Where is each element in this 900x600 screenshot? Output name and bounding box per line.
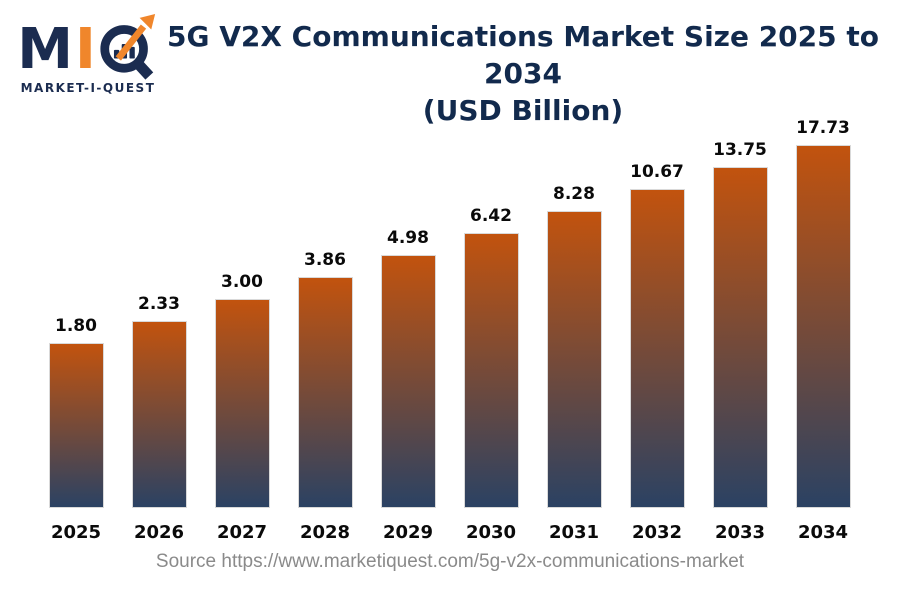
bar-value-label: 17.73 [796, 118, 850, 138]
bar-column-2027: 3.00 2027 [214, 272, 270, 543]
mini-bar-icon [129, 46, 135, 59]
chart-title-line2: (USD Billion) [422, 94, 624, 127]
company-logo: M I MARKET-I-QUEST [12, 8, 164, 95]
x-axis-label-2029: 2029 [382, 522, 434, 543]
source-attribution: Source https://www.marketiquest.com/5g-v… [155, 551, 745, 572]
bar-chart-plot-area: 1.80 2025 2.33 2026 3.00 2027 3.86 2028 4.98 2029… [48, 104, 851, 543]
bar-value-label: 1.80 [55, 316, 97, 336]
x-axis-label-2031: 2031 [548, 522, 600, 543]
logo-letter-m: M [17, 17, 73, 83]
bar-2025 [48, 343, 104, 508]
bar-value-label: 3.86 [304, 250, 346, 270]
x-axis-label-2027: 2027 [216, 522, 268, 543]
bar-2027 [214, 299, 270, 508]
bar-column-2025: 1.80 2025 [48, 316, 104, 543]
bar-column-2031: 8.28 2031 [546, 184, 602, 543]
header: M I MARKET-I-QUEST 5G V2X Communications… [0, 0, 900, 127]
bar-2033 [712, 167, 768, 508]
bar-2029 [380, 255, 436, 508]
bar-column-2028: 3.86 2028 [297, 250, 353, 543]
logo-wordmark: M I [17, 8, 159, 80]
bar-column-2033: 13.75 2033 [712, 140, 768, 543]
bar-2026 [131, 321, 187, 508]
bar-value-label: 3.00 [221, 272, 263, 292]
bar-2032 [629, 189, 685, 508]
magnifier-q-icon [100, 13, 155, 80]
x-axis-label-2030: 2030 [465, 522, 517, 543]
x-axis-label-2026: 2026 [133, 522, 185, 543]
chart-title-line1: 5G V2X Communications Market Size 2025 t… [166, 20, 880, 90]
bar-value-label: 8.28 [553, 184, 595, 204]
bar-value-label: 2.33 [138, 294, 180, 314]
bar-value-label: 13.75 [713, 140, 767, 160]
growth-arrow-head-icon [139, 13, 155, 30]
bar-value-label: 6.42 [470, 206, 512, 226]
bar-value-label: 10.67 [630, 162, 684, 182]
growth-arrow-icon [115, 24, 146, 61]
bar-2028 [297, 277, 353, 508]
logo-letter-i: I [74, 17, 96, 83]
bar-column-2030: 6.42 2030 [463, 206, 519, 543]
bar-column-2026: 2.33 2026 [131, 294, 187, 543]
x-axis-label-2025: 2025 [50, 522, 102, 543]
x-axis-label-2028: 2028 [299, 522, 351, 543]
bar-2030 [463, 233, 519, 508]
x-axis-label-2034: 2034 [797, 522, 849, 543]
bar-column-2032: 10.67 2032 [629, 162, 685, 543]
bar-value-label: 4.98 [387, 228, 429, 248]
bar-2034 [795, 145, 851, 508]
logo-caption: MARKET-I-QUEST [20, 81, 156, 95]
chart-title: 5G V2X Communications Market Size 2025 t… [164, 8, 882, 129]
bar-column-2029: 4.98 2029 [380, 228, 436, 543]
bar-column-2034: 17.73 2034 [795, 118, 851, 543]
bar-2031 [546, 211, 602, 508]
x-axis-label-2032: 2032 [631, 522, 683, 543]
x-axis-label-2033: 2033 [714, 522, 766, 543]
